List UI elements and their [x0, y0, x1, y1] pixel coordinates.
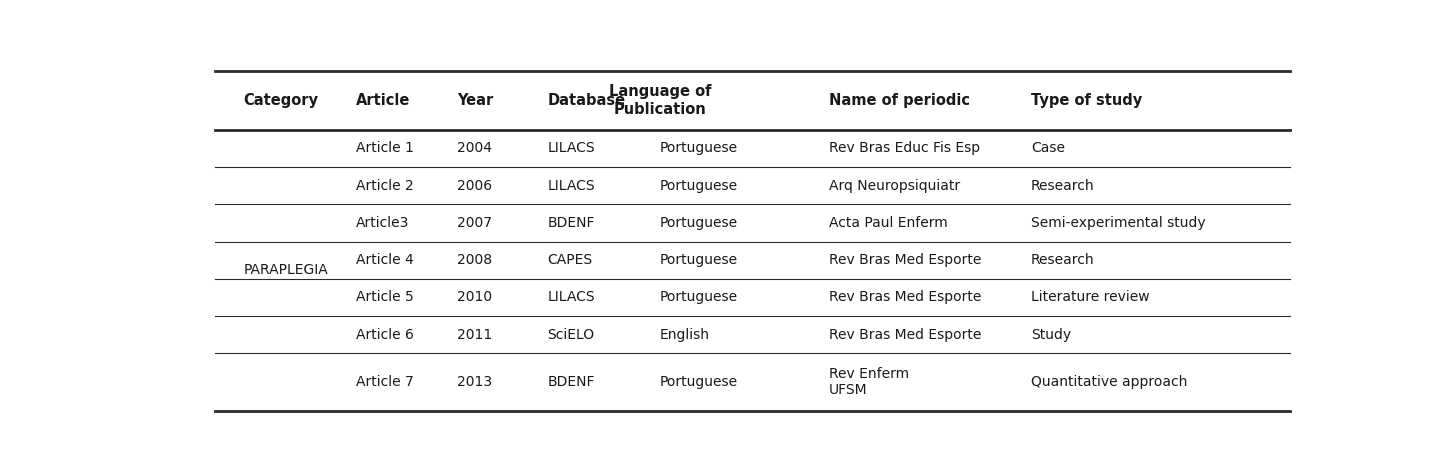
- Text: English: English: [659, 328, 710, 342]
- Text: PARAPLEGIA: PARAPLEGIA: [244, 264, 328, 277]
- Text: Arq Neuropsiquiatr: Arq Neuropsiquiatr: [829, 179, 960, 193]
- Text: LILACS: LILACS: [547, 179, 595, 193]
- Text: Study: Study: [1031, 328, 1072, 342]
- Text: 2013: 2013: [457, 375, 492, 389]
- Text: LILACS: LILACS: [547, 141, 595, 155]
- Text: 2007: 2007: [457, 216, 492, 230]
- Text: Literature review: Literature review: [1031, 291, 1150, 304]
- Text: Research: Research: [1031, 179, 1095, 193]
- Text: Rev Bras Med Esporte: Rev Bras Med Esporte: [829, 291, 982, 304]
- Text: Article 5: Article 5: [356, 291, 414, 304]
- Text: Portuguese: Portuguese: [659, 216, 738, 230]
- Text: Article 6: Article 6: [356, 328, 414, 342]
- Text: Acta Paul Enferm: Acta Paul Enferm: [829, 216, 947, 230]
- Text: Portuguese: Portuguese: [659, 291, 738, 304]
- Text: Quantitative approach: Quantitative approach: [1031, 375, 1188, 389]
- Text: SciELO: SciELO: [547, 328, 594, 342]
- Text: BDENF: BDENF: [547, 375, 595, 389]
- Text: Research: Research: [1031, 253, 1095, 267]
- Text: Article3: Article3: [356, 216, 409, 230]
- Text: Year: Year: [457, 93, 494, 108]
- Text: Name of periodic: Name of periodic: [829, 93, 970, 108]
- Text: Portuguese: Portuguese: [659, 253, 738, 267]
- Text: CAPES: CAPES: [547, 253, 592, 267]
- Text: Type of study: Type of study: [1031, 93, 1143, 108]
- Text: Portuguese: Portuguese: [659, 141, 738, 155]
- Text: 2008: 2008: [457, 253, 492, 267]
- Text: Case: Case: [1031, 141, 1066, 155]
- Text: Portuguese: Portuguese: [659, 179, 738, 193]
- Text: Rev Bras Med Esporte: Rev Bras Med Esporte: [829, 328, 982, 342]
- Text: 2010: 2010: [457, 291, 492, 304]
- Text: Category: Category: [244, 93, 318, 108]
- Text: Database: Database: [547, 93, 626, 108]
- Text: 2004: 2004: [457, 141, 492, 155]
- Text: Article: Article: [356, 93, 411, 108]
- Text: Rev Bras Med Esporte: Rev Bras Med Esporte: [829, 253, 982, 267]
- Text: Rev Enferm
UFSM: Rev Enferm UFSM: [829, 367, 909, 397]
- Text: Article 4: Article 4: [356, 253, 414, 267]
- Text: LILACS: LILACS: [547, 291, 595, 304]
- Text: Article 1: Article 1: [356, 141, 414, 155]
- Text: Article 7: Article 7: [356, 375, 414, 389]
- Text: Article 2: Article 2: [356, 179, 414, 193]
- Text: 2006: 2006: [457, 179, 492, 193]
- Text: 2011: 2011: [457, 328, 492, 342]
- Text: Language of
Publication: Language of Publication: [608, 84, 711, 117]
- Text: Rev Bras Educ Fis Esp: Rev Bras Educ Fis Esp: [829, 141, 980, 155]
- Text: Semi-experimental study: Semi-experimental study: [1031, 216, 1205, 230]
- Text: BDENF: BDENF: [547, 216, 595, 230]
- Text: Portuguese: Portuguese: [659, 375, 738, 389]
